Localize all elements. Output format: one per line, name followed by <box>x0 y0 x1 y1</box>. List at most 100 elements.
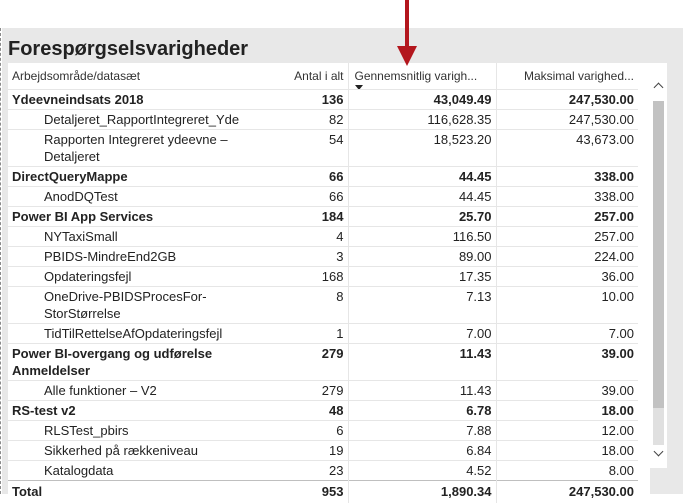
row-count: 54 <box>280 130 348 167</box>
row-avg: 7.00 <box>348 324 496 344</box>
row-name: OneDrive-PBIDSProcesFor-StorStørrelse <box>8 287 280 324</box>
row-count: 279 <box>280 381 348 401</box>
row-avg: 11.43 <box>348 344 496 381</box>
row-count: 184 <box>280 207 348 227</box>
row-max: 338.00 <box>496 167 638 187</box>
row-max: 257.00 <box>496 207 638 227</box>
row-max: 39.00 <box>496 344 638 381</box>
row-count: 168 <box>280 267 348 287</box>
total-avg: 1,890.34 <box>348 481 496 503</box>
row-avg: 116.50 <box>348 227 496 247</box>
row-max: 338.00 <box>496 187 638 207</box>
row-name: TidTilRettelseAfOpdateringsfejl <box>8 324 280 344</box>
row-count: 48 <box>280 401 348 421</box>
row-max: 8.00 <box>496 461 638 481</box>
row-avg: 89.00 <box>348 247 496 267</box>
row-count: 6 <box>280 421 348 441</box>
column-header-avg-label: Gennemsnitlig varigh... <box>355 69 478 83</box>
row-max: 43,673.00 <box>496 130 638 167</box>
row-count: 4 <box>280 227 348 247</box>
row-avg: 6.78 <box>348 401 496 421</box>
row-count: 136 <box>280 90 348 110</box>
row-max: 257.00 <box>496 227 638 247</box>
row-avg: 25.70 <box>348 207 496 227</box>
row-name: Katalogdata <box>8 461 280 481</box>
row-count: 82 <box>280 110 348 130</box>
row-count: 23 <box>280 461 348 481</box>
row-max: 39.00 <box>496 381 638 401</box>
row-count: 279 <box>280 344 348 381</box>
row-avg: 44.45 <box>348 167 496 187</box>
scroll-thumb[interactable] <box>653 101 664 408</box>
sort-descending-icon <box>355 85 363 90</box>
row-max: 18.00 <box>496 401 638 421</box>
row-avg: 116,628.35 <box>348 110 496 130</box>
row-name: DirectQueryMappe <box>8 167 280 187</box>
total-label: Total <box>8 481 280 503</box>
row-count: 19 <box>280 441 348 461</box>
row-name: Rapporten Integreret ydeevne – Detaljere… <box>8 130 280 167</box>
row-max: 247,530.00 <box>496 110 638 130</box>
row-avg: 44.45 <box>348 187 496 207</box>
row-max: 224.00 <box>496 247 638 267</box>
row-name: Detaljeret_RapportIntegreret_Yde <box>8 110 280 130</box>
row-avg: 18,523.20 <box>348 130 496 167</box>
column-header-avg[interactable]: Gennemsnitlig varigh... <box>348 63 496 90</box>
table-row[interactable]: Rapporten Integreret ydeevne – Detaljere… <box>8 130 638 167</box>
row-max: 7.00 <box>496 324 638 344</box>
row-name: RLSTest_pbirs <box>8 421 280 441</box>
row-count: 3 <box>280 247 348 267</box>
column-header-count[interactable]: Antal i alt <box>280 63 348 90</box>
chevron-down-icon[interactable] <box>650 443 667 461</box>
row-name: PBIDS-MindreEnd2GB <box>8 247 280 267</box>
row-max: 36.00 <box>496 267 638 287</box>
row-avg: 7.13 <box>348 287 496 324</box>
group-row[interactable]: Power BI-overgang og udførelse Anmeldels… <box>8 344 638 381</box>
vertical-scrollbar[interactable] <box>650 63 667 468</box>
row-max: 10.00 <box>496 287 638 324</box>
column-header-name[interactable]: Arbejdsområde/datasæt <box>8 63 280 90</box>
matrix-table: Arbejdsområde/datasæt Antal i alt Gennem… <box>8 63 650 494</box>
row-avg: 11.43 <box>348 381 496 401</box>
row-avg: 4.52 <box>348 461 496 481</box>
row-name: RS-test v2 <box>8 401 280 421</box>
row-avg: 43,049.49 <box>348 90 496 110</box>
chevron-up-icon[interactable] <box>650 75 667 93</box>
total-max: 247,530.00 <box>496 481 638 503</box>
visual-title: Forespørgselsvarigheder <box>8 38 248 61</box>
total-count: 953 <box>280 481 348 503</box>
row-max: 247,530.00 <box>496 90 638 110</box>
row-name: Ydeevneindsats 2018 <box>8 90 280 110</box>
total-row: Total 953 1,890.34 247,530.00 <box>8 481 638 503</box>
row-count: 8 <box>280 287 348 324</box>
row-count: 66 <box>280 187 348 207</box>
row-avg: 17.35 <box>348 267 496 287</box>
row-name: Alle funktioner – V2 <box>8 381 280 401</box>
row-count: 1 <box>280 324 348 344</box>
row-name: NYTaxiSmall <box>8 227 280 247</box>
column-header-max[interactable]: Maksimal varighed... <box>496 63 638 90</box>
row-avg: 7.88 <box>348 421 496 441</box>
row-max: 18.00 <box>496 441 638 461</box>
annotation-arrow-shaft <box>405 0 409 50</box>
row-count: 66 <box>280 167 348 187</box>
row-max: 12.00 <box>496 421 638 441</box>
row-avg: 6.84 <box>348 441 496 461</box>
row-name: Sikkerhed på rækkeniveau <box>8 441 280 461</box>
annotation-arrow-icon <box>397 46 417 66</box>
